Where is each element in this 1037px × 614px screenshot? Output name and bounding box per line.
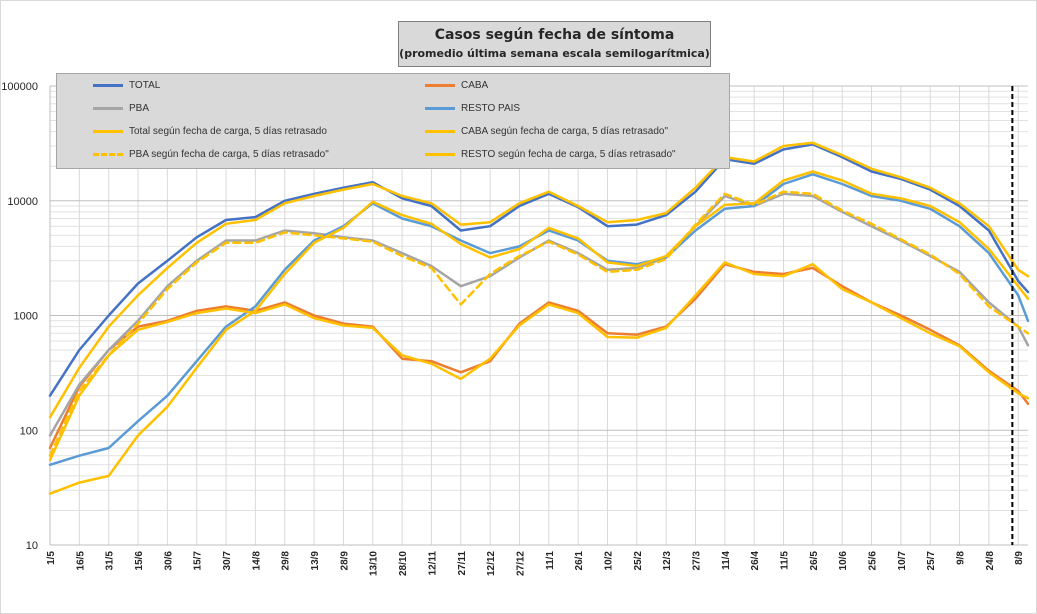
legend-item: Total según fecha de carga, 5 días retra… — [93, 124, 327, 138]
x-tick-label: 26/5 — [809, 551, 820, 571]
series-line — [48, 143, 1030, 397]
y-tick-label: 10 — [26, 540, 38, 552]
y-tick-label: 1000 — [14, 311, 38, 323]
legend-item: RESTO PAIS — [425, 101, 520, 115]
x-axis: 1/5 16/5 31/5 15/6 30/6 15/7 30/7 14/8 29/8 13/9 2… — [46, 551, 1025, 576]
x-tick-label: 25/6 — [868, 551, 879, 571]
x-tick-label: 28/10 — [398, 551, 409, 576]
legend-label: RESTO según fecha de carga, 5 días retra… — [461, 148, 676, 160]
legend-swatch — [425, 83, 455, 87]
series-lines — [48, 141, 1030, 495]
x-tick-label: 30/7 — [222, 551, 233, 571]
x-tick-label: 16/5 — [75, 551, 86, 571]
y-tick-label: 100000 — [1, 81, 38, 93]
legend-label: CABA según fecha de carga, 5 días retras… — [461, 125, 669, 137]
legend-label: TOTAL — [129, 79, 161, 91]
legend-swatch — [93, 152, 123, 156]
x-tick-label: 27/12 — [515, 551, 526, 576]
y-axis: 10 100 1000 10000 100000 — [1, 81, 38, 552]
x-tick-label: 26/4 — [750, 551, 761, 571]
x-tick-label: 24/8 — [985, 551, 996, 571]
legend-item: RESTO según fecha de carga, 5 días retra… — [425, 147, 676, 161]
legend-swatch — [425, 152, 455, 156]
chart-title: Casos según fecha de síntoma — [434, 27, 675, 43]
series-line — [48, 173, 1030, 467]
x-tick-label: 25/2 — [633, 551, 644, 571]
x-tick-label: 15/6 — [134, 551, 145, 571]
x-tick-label: 8/9 — [1014, 551, 1025, 565]
chart-subtitle: (promedio última semana escala semilogar… — [399, 47, 710, 60]
x-tick-label: 10/2 — [603, 551, 614, 571]
legend-item: PBA — [93, 101, 149, 115]
legend-label: RESTO PAIS — [461, 102, 521, 114]
series-line — [48, 170, 1030, 495]
x-tick-label: 28/9 — [339, 551, 350, 571]
x-tick-label: 13/10 — [369, 551, 380, 576]
legend-swatch — [93, 83, 123, 87]
legend-item: CABA según fecha de carga, 5 días retras… — [425, 124, 668, 138]
x-tick-label: 30/6 — [163, 551, 174, 571]
y-tick-label: 10000 — [7, 196, 38, 208]
x-tick-label: 11/4 — [721, 551, 732, 570]
x-tick-label: 27/11 — [457, 551, 468, 576]
x-tick-label: 25/7 — [926, 551, 937, 571]
legend-item: CABA — [425, 78, 488, 92]
series-line — [48, 261, 1030, 462]
x-tick-label: 13/9 — [310, 551, 321, 571]
legend-label: CABA — [461, 79, 489, 91]
x-tick-label: 12/11 — [427, 551, 438, 576]
x-tick-label: 12/3 — [662, 551, 673, 571]
legend-swatch — [425, 129, 455, 133]
x-tick-label: 11/1 — [545, 551, 556, 570]
x-tick-label: 9/8 — [956, 551, 967, 565]
x-tick-label: 15/7 — [193, 551, 204, 571]
legend-swatch — [93, 129, 123, 133]
x-tick-label: 27/3 — [691, 551, 702, 571]
legend-label: Total según fecha de carga, 5 días retra… — [129, 125, 327, 137]
series-line — [48, 141, 1030, 419]
x-tick-label: 1/5 — [46, 551, 57, 565]
x-tick-label: 29/8 — [281, 551, 292, 571]
x-tick-label: 11/5 — [780, 551, 791, 570]
legend-label: PBA según fecha de carga, 5 días retrasa… — [129, 148, 329, 160]
legend-item: PBA según fecha de carga, 5 días retrasa… — [93, 147, 329, 161]
legend-label: PBA — [129, 102, 150, 114]
legend-swatch — [425, 106, 455, 110]
y-tick-label: 100 — [20, 425, 38, 437]
x-tick-label: 26/1 — [574, 551, 585, 571]
chart-title-box: Casos según fecha de síntoma (promedio ú… — [398, 21, 711, 67]
x-tick-label: 10/6 — [838, 551, 849, 571]
x-tick-label: 31/5 — [105, 551, 116, 571]
legend: TOTAL CABA PBA RESTO PAIS Total según fecha … — [56, 73, 730, 169]
x-tick-label: 14/8 — [251, 551, 262, 571]
legend-item: TOTAL — [93, 78, 160, 92]
legend-swatch — [93, 106, 123, 110]
x-tick-label: 12/12 — [486, 551, 497, 576]
x-tick-label: 10/7 — [897, 551, 908, 571]
series-line — [48, 190, 1030, 457]
